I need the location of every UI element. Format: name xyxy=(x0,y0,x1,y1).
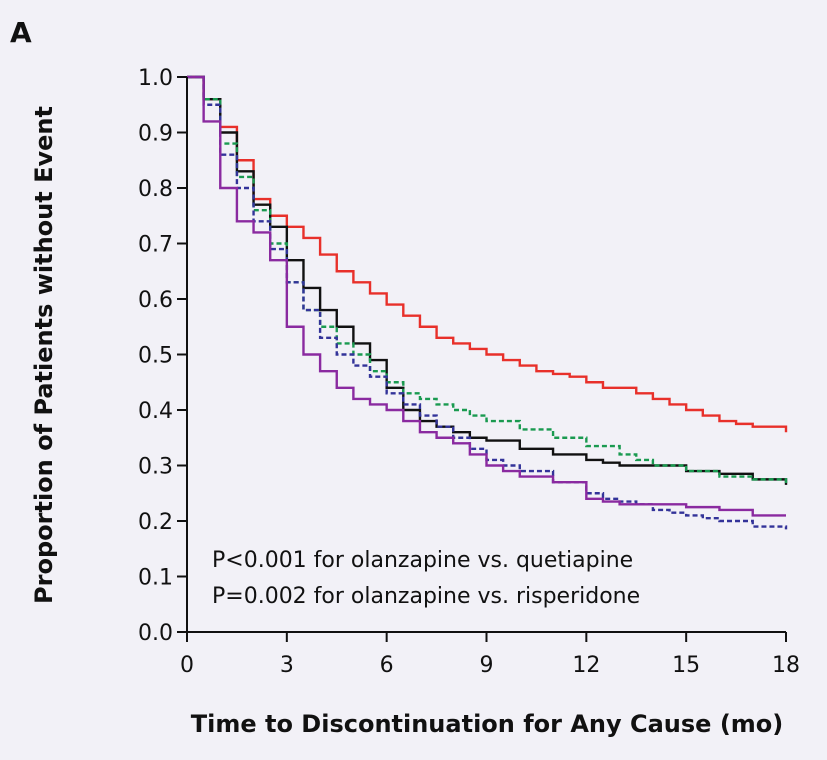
y-tick-label: 0.8 xyxy=(138,177,173,202)
y-tick-label: 0.2 xyxy=(138,510,173,535)
series-layer xyxy=(187,75,788,530)
x-tick-label: 18 xyxy=(772,653,800,678)
x-tick-label: 12 xyxy=(572,653,600,678)
x-tick-label: 15 xyxy=(672,653,700,678)
x-tick-label: 6 xyxy=(380,653,394,678)
y-axis-title: Proportion of Patients without Event xyxy=(30,106,58,604)
series-line-black xyxy=(187,75,788,485)
y-tick-label: 0.6 xyxy=(138,288,173,313)
x-ticks: 0 3 6 9 12 15 18 xyxy=(180,632,800,678)
y-tick-label: 0.4 xyxy=(138,399,173,424)
series-line-green xyxy=(187,75,788,485)
y-tick-label: 0.9 xyxy=(138,122,173,147)
panel-label: A xyxy=(10,16,32,49)
y-ticks: 0.0 0.1 0.2 0.3 0.4 0.5 0.6 0.7 0.8 0.9 1.0 xyxy=(138,66,187,646)
y-tick-label: 0.7 xyxy=(138,233,173,258)
y-tick-label: 0.0 xyxy=(138,621,173,646)
y-tick-label: 0.1 xyxy=(138,566,173,591)
x-tick-label: 9 xyxy=(480,653,494,678)
y-tick-label: 1.0 xyxy=(138,66,173,91)
series-line-purple xyxy=(187,75,786,517)
annotation-olanzapine-risperidone: P=0.002 for olanzapine vs. risperidone xyxy=(212,584,640,609)
x-tick-label: 3 xyxy=(280,653,294,678)
x-axis-title: Time to Discontinuation for Any Cause (m… xyxy=(191,710,784,738)
series-line-red xyxy=(187,75,788,433)
annotation-olanzapine-quetiapine: P<0.001 for olanzapine vs. quetiapine xyxy=(212,548,633,573)
y-tick-label: 0.3 xyxy=(138,455,173,480)
y-tick-label: 0.5 xyxy=(138,344,173,369)
x-tick-label: 0 xyxy=(180,653,194,678)
